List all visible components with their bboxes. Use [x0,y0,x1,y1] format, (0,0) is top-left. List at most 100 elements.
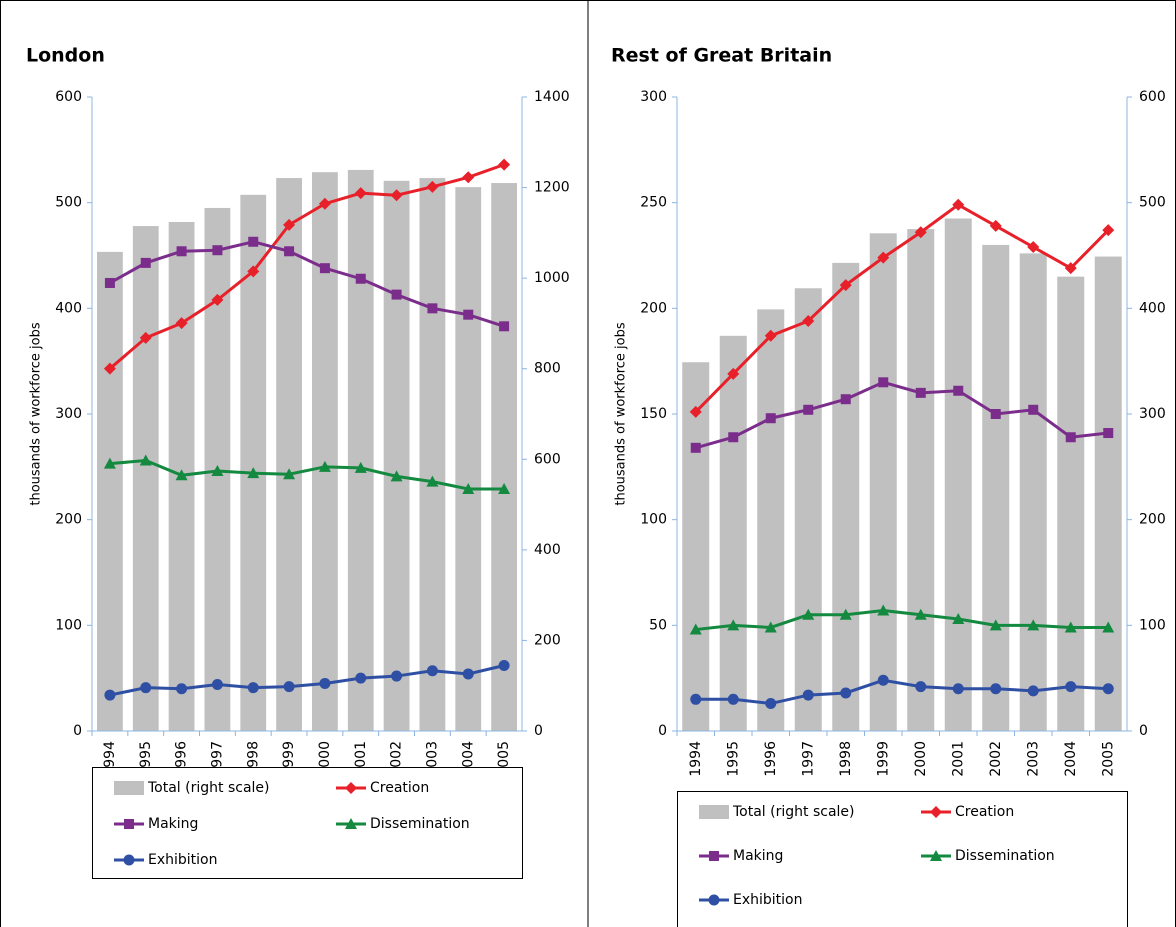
bar [455,187,482,731]
point [463,309,474,320]
point [1027,685,1039,697]
y-tick-label: 50 [649,617,667,633]
point [319,677,331,689]
y2-tick-label: 500 [1139,195,1166,211]
y-tick-label: 500 [55,195,82,211]
point [802,689,814,701]
legend-label: Exhibition [733,892,803,908]
point [283,218,296,231]
legend-marker [930,850,942,861]
x-tick-label: 1994 [688,741,704,777]
point [952,683,964,695]
x-tick-label: 1997 [800,741,816,777]
series-line [109,240,505,328]
point [953,385,964,396]
point [764,329,777,342]
legend-marker [345,818,357,829]
y2-tick-label: 1000 [534,270,570,286]
point [283,468,296,480]
legend-box [92,767,523,879]
point [803,404,814,415]
bar [132,226,159,732]
y-tick-label: 150 [640,406,667,422]
point [426,665,438,677]
point [877,604,890,616]
series-line [695,380,1109,450]
series-line [695,609,1109,632]
chart-title: London [26,45,105,67]
x-tick-label: 1999 [875,741,891,777]
y-tick-label: 100 [55,617,82,633]
point [211,465,224,477]
point [840,394,851,405]
point [1102,621,1115,633]
point [728,432,739,443]
bar [832,262,860,731]
y2-tick-label: 200 [534,632,561,648]
y2-tick-label: 100 [1139,617,1166,633]
point [319,263,330,274]
legend-marker [709,851,719,861]
y2-tick-label: 1200 [534,180,570,196]
y2-tick-label: 600 [1139,89,1166,105]
point [498,659,510,671]
point [765,413,776,424]
point [839,608,852,620]
series-line [109,458,505,491]
point [914,608,927,620]
point [355,273,366,284]
x-tick-label: 1998 [838,741,854,777]
y2-tick-label: 300 [1139,406,1166,422]
y-axis-label: thousands of workforce jobs [614,322,629,505]
y-tick-label: 300 [640,89,667,105]
x-tick-label: 1996 [763,741,779,777]
point [1102,683,1114,695]
legend-marker [124,819,134,829]
legend-label: Creation [370,780,429,796]
point [1028,404,1039,415]
y2-tick-label: 0 [534,723,543,739]
bar [1094,256,1122,731]
point [175,469,188,481]
point [247,265,260,278]
point [211,293,224,306]
point [284,246,295,257]
x-tick-label: 2000 [913,741,929,777]
point [462,483,475,495]
point [877,251,890,264]
bar [419,178,446,732]
series-line [694,202,1110,413]
point [877,674,889,686]
point [727,693,739,705]
legend-label: Dissemination [370,816,470,832]
x-tick-label: 2002 [988,741,1004,777]
series-line [108,163,505,370]
bar [240,194,267,731]
y-tick-label: 250 [640,195,667,211]
bar [982,244,1010,731]
bar [869,233,897,731]
x-tick-label: 2003 [1025,741,1041,777]
bar [794,288,822,731]
point [390,470,403,482]
point [462,171,475,184]
legend-marker [123,854,135,866]
bar [907,229,935,732]
x-tick-label: 2004 [1063,741,1079,777]
y2-tick-label: 200 [1139,512,1166,528]
y2-tick-label: 400 [1139,300,1166,316]
point [689,405,702,418]
point [355,672,367,684]
y2-tick-label: 800 [534,361,561,377]
point [140,257,151,268]
point [765,698,777,710]
point [952,612,965,624]
y-tick-label: 200 [55,512,82,528]
x-tick-label: 1995 [725,741,741,777]
point [1064,621,1077,633]
point [318,460,331,472]
legend-marker [708,894,720,906]
bar [944,218,972,731]
y-axis-label: thousands of workforce jobs [29,322,44,505]
